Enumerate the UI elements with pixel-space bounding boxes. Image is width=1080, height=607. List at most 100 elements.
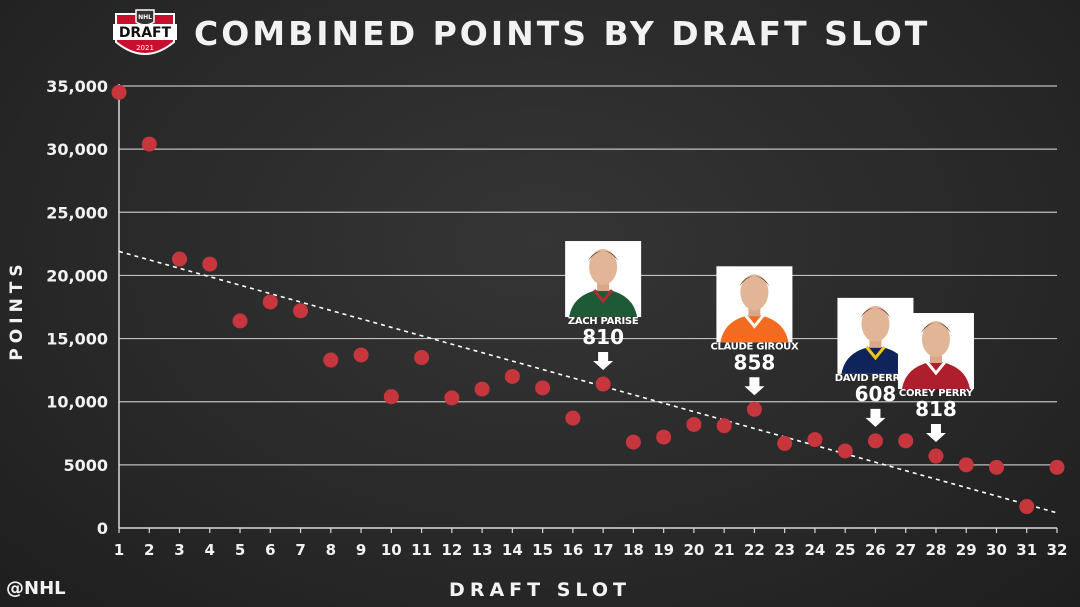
data-point (383, 389, 399, 405)
chart-title: COMBINED POINTS BY DRAFT SLOT (194, 14, 931, 53)
nhl-draft-logo: NHL DRAFT 2021 (113, 9, 177, 55)
data-point (293, 303, 309, 319)
data-point (1019, 499, 1035, 515)
player-photo (897, 313, 974, 390)
data-point (504, 368, 520, 384)
x-tick-label: 32 (1047, 541, 1068, 559)
y-tick-label: 10,000 (46, 393, 108, 412)
x-tick-label: 12 (441, 541, 462, 559)
data-point (595, 376, 611, 392)
x-tick-label: 16 (562, 541, 583, 559)
data-point (111, 84, 127, 100)
data-point (988, 459, 1004, 475)
gridlines (119, 85, 1057, 466)
x-tick-label: 23 (774, 541, 795, 559)
data-point (414, 350, 430, 366)
y-tick-label: 25,000 (46, 203, 108, 222)
data-point (1049, 459, 1065, 475)
x-tick-label: 20 (683, 541, 704, 559)
x-tick-label: 19 (653, 541, 674, 559)
down-arrow-icon (744, 377, 765, 396)
x-tick-label: 18 (623, 541, 644, 559)
x-tick-label: 25 (835, 541, 856, 559)
player-value: 608 (855, 382, 897, 406)
data-point (353, 347, 369, 363)
player-name: CLAUDE GIROUX (710, 341, 799, 352)
data-point (535, 380, 551, 396)
data-point (323, 352, 339, 368)
x-tick-label: 17 (593, 541, 614, 559)
x-tick-label: 5 (235, 541, 245, 559)
data-point (777, 435, 793, 451)
y-tick-label: 0 (97, 519, 108, 538)
x-tick-label: 2 (144, 541, 154, 559)
trendline-group (118, 250, 1058, 514)
player-name: COREY PERRY (899, 388, 974, 399)
data-point (232, 313, 248, 329)
data-point (262, 294, 278, 310)
x-tick-label: 3 (174, 541, 184, 559)
data-point (141, 136, 157, 152)
x-tick-label: 4 (205, 541, 215, 559)
data-point (807, 432, 823, 448)
player-photo (565, 241, 642, 318)
data-point (172, 251, 188, 267)
data-point (867, 433, 883, 449)
data-point (686, 416, 702, 432)
x-tick-label: 10 (381, 541, 402, 559)
data-point (958, 457, 974, 473)
data-point (625, 434, 641, 450)
x-tick-label: 6 (265, 541, 275, 559)
x-tick-label: 21 (714, 541, 735, 559)
x-tick-label: 26 (865, 541, 886, 559)
data-point (898, 433, 914, 449)
data-point (565, 410, 581, 426)
svg-text:NHL: NHL (138, 14, 152, 21)
data-point (656, 429, 672, 445)
y-axis-label: POINTS (7, 259, 27, 360)
data-point (474, 381, 490, 397)
x-tick-label: 13 (472, 541, 493, 559)
y-tick-label: 30,000 (46, 140, 108, 159)
x-axis-label: DRAFT SLOT (449, 579, 631, 601)
data-point (444, 390, 460, 406)
player-value: 818 (915, 397, 957, 421)
down-arrow-icon (865, 408, 886, 427)
player-photo (716, 266, 793, 343)
player-value: 810 (582, 325, 624, 349)
y-tick-label: 15,000 (46, 330, 108, 349)
player-name: DAVID PERRON (835, 373, 916, 384)
data-point (716, 418, 732, 434)
x-tick-label: 27 (895, 541, 916, 559)
x-tick-label: 14 (502, 541, 523, 559)
x-tick-label: 1 (114, 541, 124, 559)
data-points (111, 84, 1065, 515)
data-point (928, 448, 944, 464)
y-tick-label: 5000 (63, 456, 108, 475)
down-arrow-icon (925, 424, 946, 443)
y-tick-label: 35,000 (46, 77, 108, 96)
y-tick-label: 20,000 (46, 266, 108, 285)
x-tick-label: 9 (356, 541, 366, 559)
x-tick-label: 22 (744, 541, 765, 559)
x-tick-label: 24 (804, 541, 825, 559)
player-value: 858 (734, 350, 776, 374)
data-point (202, 256, 218, 272)
trendline (118, 250, 1058, 514)
axes: 0 5000 10,000 15,000 20,000 25,000 30,000 35,00… (46, 77, 1067, 559)
x-tick-label: 31 (1016, 541, 1037, 559)
x-tick-label: 7 (295, 541, 305, 559)
player-name: ZACH PARISE (568, 316, 639, 327)
logo-year: 2021 (136, 44, 154, 52)
data-point (746, 401, 762, 417)
logo-text: DRAFT (119, 25, 172, 41)
nhl-handle: @NHL (6, 578, 66, 599)
x-tick-label: 15 (532, 541, 553, 559)
x-tick-label: 30 (986, 541, 1007, 559)
x-tick-label: 11 (411, 541, 432, 559)
